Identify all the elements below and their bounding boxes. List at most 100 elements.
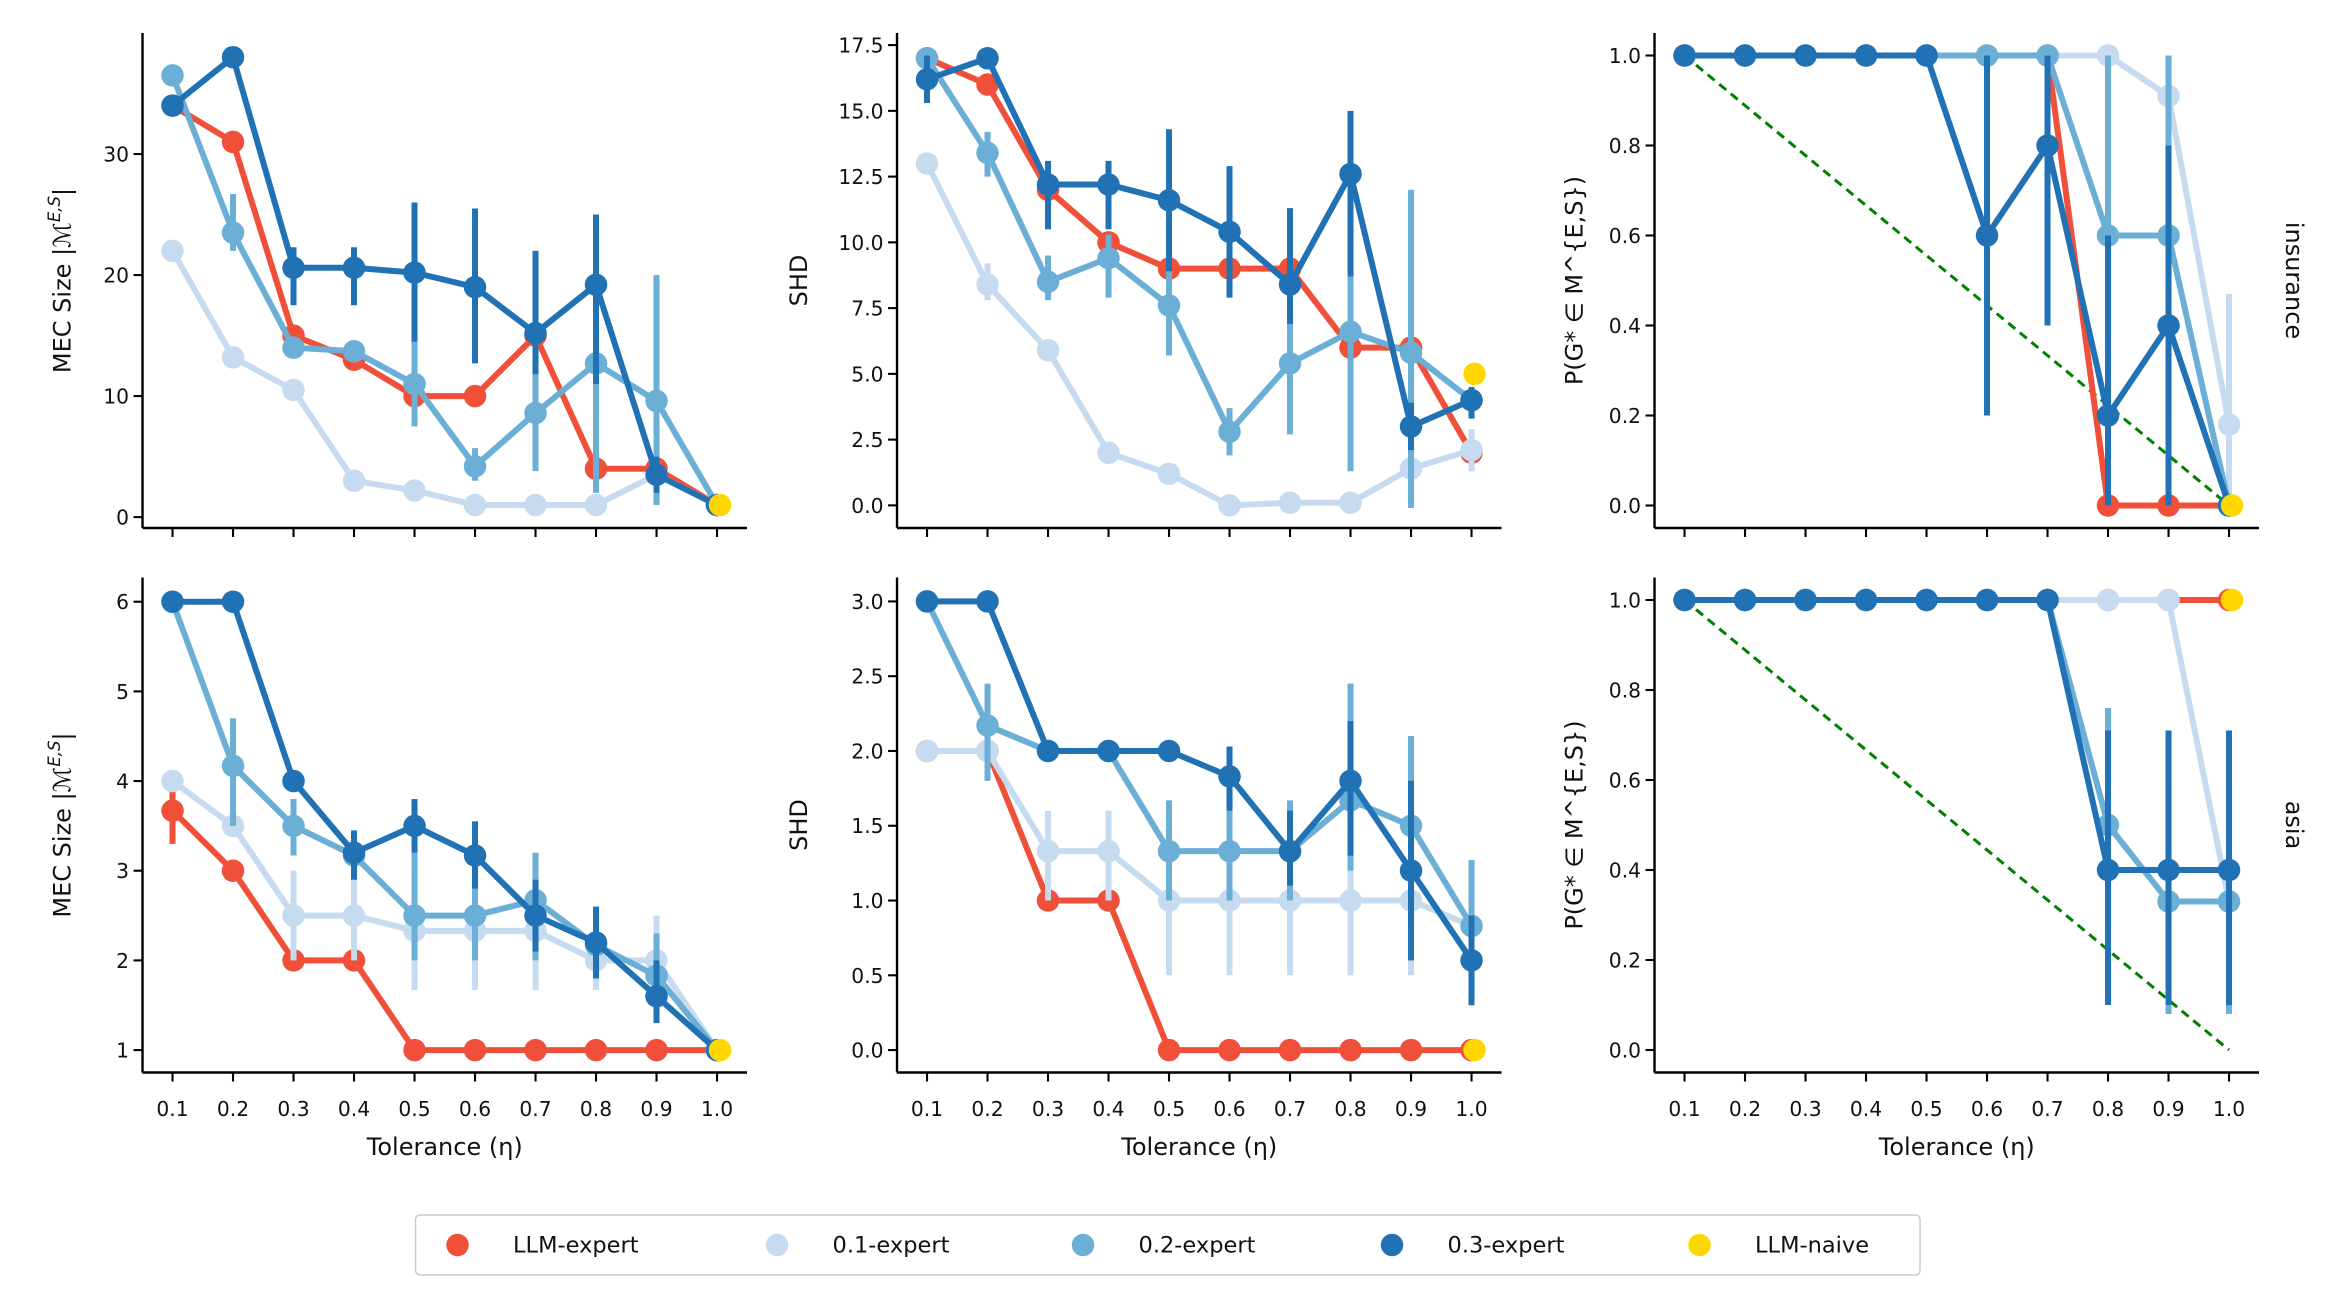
data-point (708, 1038, 732, 1062)
y-axis-label: P(G* ∈ M^{E,S}) (1561, 176, 1589, 385)
data-point (976, 714, 999, 737)
x-tick-label: 0.3 (1789, 1097, 1821, 1121)
series-LLM-naive (708, 493, 732, 517)
data-point (463, 275, 487, 299)
y-tick-label: 12.5 (838, 165, 883, 189)
data-point (2036, 134, 2059, 157)
legend-marker (1380, 1233, 1404, 1257)
data-point (1733, 44, 1757, 67)
legend-item-LLM-naive: LLM-naive (1688, 1233, 1869, 1259)
data-point (976, 73, 999, 96)
legend-item-0.1-expert: 0.1-expert (765, 1233, 950, 1259)
series-line (1684, 52, 2232, 426)
series-LLM-naive (1463, 362, 1486, 386)
y-tick-label: 1.0 (1609, 44, 1641, 68)
data-point (1157, 294, 1181, 317)
y-tick-label: 15.0 (838, 99, 883, 123)
series-LLM-expert (161, 781, 729, 1062)
series-LLM-naive (1463, 1038, 1486, 1062)
data-point (282, 814, 305, 838)
data-point (2036, 588, 2059, 612)
legend-item-0.2-expert: 0.2-expert (1071, 1233, 1256, 1259)
y-tick-label: 0.0 (1609, 494, 1641, 518)
data-point (2096, 858, 2120, 882)
series-line (1684, 52, 2232, 507)
data-point (524, 904, 547, 927)
y-tick-label: 3 (116, 859, 129, 883)
data-point (463, 844, 487, 867)
y-tick-label: 4 (116, 770, 129, 794)
series-0.3-expert (1673, 44, 2241, 517)
series-line (927, 747, 1473, 929)
data-point (584, 931, 608, 954)
y-tick-label: 1.5 (851, 814, 883, 838)
data-point (1097, 739, 1120, 763)
y-tick-label: 2.5 (851, 428, 883, 452)
x-tick-label: 0.7 (2031, 1097, 2063, 1121)
legend-label: 0.1-expert (833, 1233, 950, 1259)
data-point (1854, 588, 1878, 612)
data-point (1218, 765, 1241, 788)
series-0.3-expert (915, 46, 1483, 451)
data-point (403, 372, 426, 396)
y-tick-label: 1 (116, 1039, 129, 1063)
x-tick-label: 0.2 (971, 1097, 1003, 1121)
series-line (169, 600, 720, 1052)
data-point (1339, 162, 1362, 186)
x-tick-label: 0.8 (580, 1097, 612, 1121)
y-tick-label: 1.0 (851, 889, 883, 913)
x-tick-label: 0.7 (519, 1097, 551, 1121)
y-tick-label: 0.2 (1609, 949, 1641, 973)
data-point (2096, 404, 2120, 427)
data-point (1399, 415, 1423, 438)
data-point (976, 590, 999, 613)
y-tick-label: 2.0 (851, 739, 883, 763)
legend-marker (1688, 1233, 1711, 1257)
y-axis-label: P(G* ∈ M^{E,S}) (1561, 720, 1589, 929)
data-point (463, 455, 487, 478)
series-LLM-expert (915, 46, 1483, 465)
panel-5: 0.0 0.5 1.0 1.5 2.0 2.5 3.0 0.1 0.2 0.3 0.4 0.5 0.6 0… (785, 577, 1502, 1161)
row-label: insurance (2280, 222, 2308, 339)
data-point (342, 256, 366, 280)
legend-item-0.3-expert: 0.3-expert (1380, 1233, 1565, 1259)
data-point (645, 985, 668, 1008)
data-point (161, 94, 184, 117)
data-point (161, 590, 184, 613)
x-tick-label: 1.0 (1455, 1097, 1487, 1121)
series-0.3-expert (161, 590, 729, 1062)
series-0.1-expert (915, 152, 1483, 517)
data-point (2157, 588, 2180, 612)
x-tick-label: 0.7 (1274, 1097, 1306, 1121)
data-point (282, 378, 305, 402)
data-point (1036, 173, 1060, 196)
data-point (1218, 220, 1241, 244)
series-line (1684, 597, 2232, 903)
y-tick-label: 2 (116, 949, 129, 973)
data-point (1854, 44, 1878, 67)
data-point (1036, 739, 1060, 763)
data-point (403, 261, 426, 284)
series-line (169, 249, 719, 509)
data-point (1399, 1038, 1423, 1062)
data-point (976, 273, 999, 296)
data-point (1097, 246, 1120, 270)
series-line (924, 600, 1475, 928)
data-point (463, 904, 487, 927)
data-point (1460, 438, 1483, 462)
y-tick-label: 0.5 (851, 964, 883, 988)
series-0.2-expert (915, 46, 1483, 509)
x-tick-label: 0.2 (1729, 1097, 1761, 1121)
data-point (282, 256, 305, 280)
series-line (170, 808, 718, 1054)
series-line (170, 103, 719, 508)
y-tick-label: 0.4 (1609, 859, 1641, 883)
y-axis-label: SHD (785, 255, 813, 307)
data-point (584, 493, 608, 517)
series-line (170, 54, 719, 508)
data-point (1339, 769, 1362, 793)
data-point (1278, 491, 1302, 515)
x-tick-label: 0.4 (338, 1097, 370, 1121)
